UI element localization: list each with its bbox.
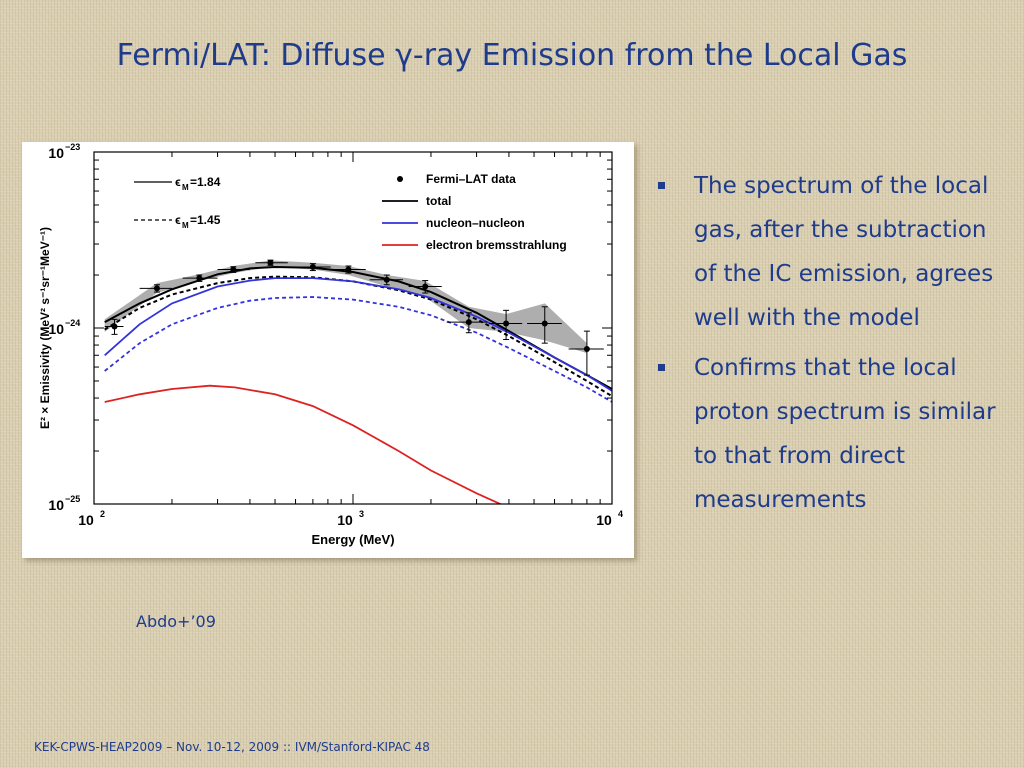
x-tick-label: 10 xyxy=(78,512,94,528)
series-line-electron-bremsstrahlung-solid xyxy=(104,384,503,504)
bullet-text: Confirms that the local proton spectrum … xyxy=(694,355,996,513)
data-marker xyxy=(196,275,203,282)
legend-entry: nucleon–nucleon xyxy=(382,216,525,230)
legend-label-value: =1.84 xyxy=(190,175,221,189)
data-point xyxy=(104,318,124,335)
x-tick-label: 10 xyxy=(596,512,612,528)
data-point xyxy=(139,284,172,293)
y-tick-label-exponent: −23 xyxy=(65,142,80,152)
bullet-list: The spectrum of the local gas, after the… xyxy=(656,164,996,528)
data-point xyxy=(488,309,523,341)
plot-area xyxy=(104,259,612,504)
y-tick-label-exponent: −25 xyxy=(65,494,80,504)
x-tick-label-exponent: 2 xyxy=(100,509,105,519)
data-point xyxy=(295,263,331,272)
legend-label: total xyxy=(426,194,451,208)
legend-label-symbol: ϵ xyxy=(175,175,181,189)
legend-entry: Fermi–LAT data xyxy=(397,172,516,186)
legend-entry-epsilon: ϵ M =1.45 xyxy=(134,213,221,230)
square-bullet-icon xyxy=(658,182,665,189)
data-marker xyxy=(383,276,390,283)
data-marker xyxy=(153,285,160,292)
data-marker xyxy=(345,266,352,273)
data-point xyxy=(446,312,488,334)
y-tick-label-exponent: −24 xyxy=(65,318,80,328)
figure-panel: 10 2 10 3 10 4 10 −25 10 −24 10 −23 Energy (MeV) E² ×… xyxy=(22,142,634,631)
legend-label: nucleon–nucleon xyxy=(426,216,525,230)
y-tick-label: 10 xyxy=(48,145,64,161)
legend-marker xyxy=(397,176,403,182)
systematic-band xyxy=(104,260,587,354)
legend-label: electron bremsstrahlung xyxy=(426,238,567,252)
data-point xyxy=(568,330,604,376)
legend-entry-epsilon: ϵ M =1.84 xyxy=(134,175,221,192)
data-marker xyxy=(267,259,274,266)
x-tick-label-exponent: 3 xyxy=(359,509,364,519)
y-axis-label: E² × Emissivity (MeV² s⁻¹sr⁻¹MeV⁻¹) xyxy=(38,227,52,429)
legend-entry: electron bremsstrahlung xyxy=(382,238,567,252)
data-point xyxy=(369,274,404,286)
data-point xyxy=(408,280,442,294)
data-point xyxy=(182,274,218,282)
slide-title: Fermi/LAT: Diffuse γ-ray Emission from t… xyxy=(116,38,908,73)
data-marker xyxy=(503,320,510,327)
data-point xyxy=(255,259,288,266)
footer-text: KEK-CPWS-HEAP2009 – Nov. 10-12, 2009 :: … xyxy=(34,740,430,754)
x-tick-label: 10 xyxy=(337,512,353,528)
data-marker xyxy=(111,323,118,330)
data-marker xyxy=(309,264,316,271)
legend-entry: total xyxy=(382,194,451,208)
series-line-nucleon-nucleon-solid xyxy=(104,277,612,392)
data-marker xyxy=(583,345,590,352)
legend-label-value: =1.45 xyxy=(190,213,221,227)
data-marker xyxy=(230,266,237,273)
data-marker xyxy=(541,320,548,327)
x-axis-label: Energy (MeV) xyxy=(311,532,394,547)
data-point xyxy=(217,266,250,273)
legend-label: Fermi–LAT data xyxy=(426,172,516,186)
series-line-nucleon-nucleon-dashed xyxy=(104,296,612,403)
square-bullet-icon xyxy=(658,364,665,371)
citation-label: Abdo+’09 xyxy=(136,612,216,631)
legend-label-subscript: M xyxy=(182,183,189,192)
y-tick-label: 10 xyxy=(48,321,64,337)
data-point xyxy=(332,265,366,274)
bullet-text: The spectrum of the local gas, after the… xyxy=(694,173,994,331)
y-tick-label: 10 xyxy=(48,497,64,513)
x-tick-label-exponent: 4 xyxy=(618,509,623,519)
data-marker xyxy=(465,319,472,326)
legend-label-subscript: M xyxy=(182,221,189,230)
bullet-item: The spectrum of the local gas, after the… xyxy=(656,164,996,340)
bullet-item: Confirms that the local proton spectrum … xyxy=(656,346,996,522)
data-marker xyxy=(422,283,429,290)
legend-label-symbol: ϵ xyxy=(175,213,181,227)
data-point xyxy=(527,306,562,344)
